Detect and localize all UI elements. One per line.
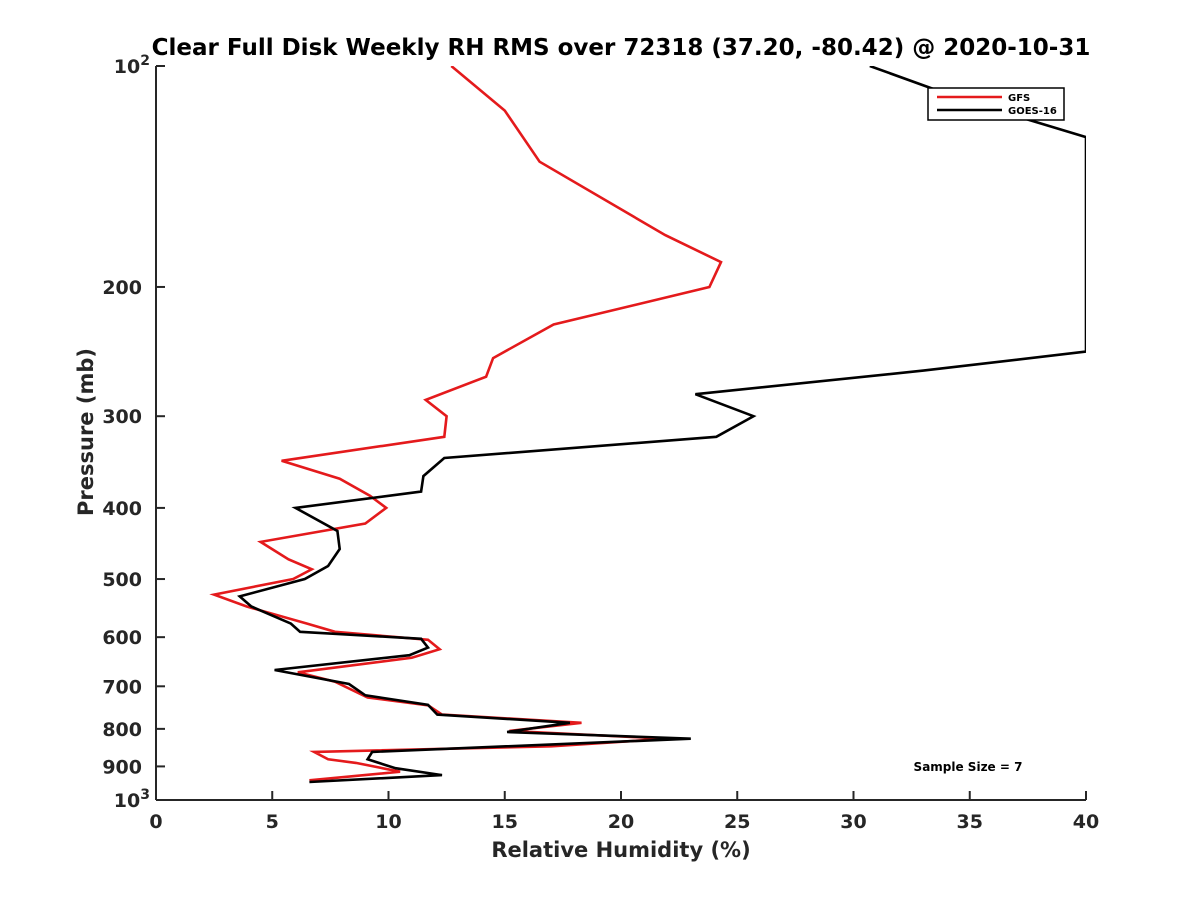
y-tick-label: 200 — [102, 277, 142, 299]
x-tick-label: 35 — [957, 811, 983, 833]
series-layer — [209, 66, 1086, 784]
legend-label-gfs: GFS — [1008, 93, 1030, 104]
x-axis-label: Relative Humidity (%) — [491, 838, 750, 862]
y-tick-label: 800 — [102, 719, 142, 741]
x-tick-label: 20 — [608, 811, 634, 833]
series-line-goes16 — [237, 66, 1086, 784]
ticks-layer: 0 5 10 15 20 25 30 35 40 102 200 300 400 500 600 700 800… — [102, 53, 1099, 833]
plot-area: 0 5 10 15 20 25 30 35 40 102 200 300 400 500 600 700 800… — [102, 53, 1099, 833]
y-tick-label: 102 — [114, 53, 150, 78]
legend-box — [927, 87, 1065, 121]
sample-size-annotation: Sample Size = 7 — [914, 760, 1023, 774]
x-tick-label: 30 — [840, 811, 866, 833]
x-tick-label: 5 — [266, 811, 279, 833]
y-tick-label: 900 — [102, 756, 142, 778]
x-tick-label: 40 — [1073, 811, 1099, 833]
legend-label-goes16: GOES-16 — [1008, 106, 1057, 117]
x-tick-label: 15 — [492, 811, 518, 833]
y-axis-label: Pressure (mb) — [74, 348, 98, 516]
x-tick-label: 10 — [375, 811, 401, 833]
y-tick-label: 300 — [102, 406, 142, 428]
x-tick-label: 0 — [149, 811, 162, 833]
y-tick-label: 700 — [102, 676, 142, 698]
legend: GFS GOES-16 — [927, 87, 1065, 121]
y-tick-label: 103 — [114, 787, 150, 812]
y-tick-label: 600 — [102, 627, 142, 649]
chart-title: Clear Full Disk Weekly RH RMS over 72318… — [152, 35, 1091, 61]
y-tick-label: 400 — [102, 498, 142, 520]
y-tick-label: 500 — [102, 569, 142, 591]
x-tick-label: 25 — [724, 811, 750, 833]
